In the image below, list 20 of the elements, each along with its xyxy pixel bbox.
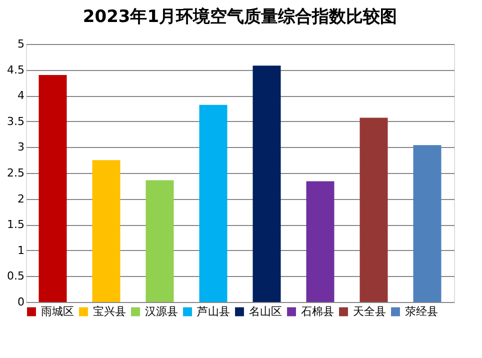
y-tick-label: 0.5 — [7, 270, 24, 283]
y-tick-label: 5 — [18, 38, 24, 50]
legend-label: 宝兴县 — [93, 304, 126, 318]
legend-label: 石棉县 — [301, 304, 334, 318]
chart-title: 2023年1月环境空气质量综合指数比较图 — [82, 7, 398, 27]
y-tick-label: 3 — [18, 140, 24, 154]
y-tick-label: 4.5 — [7, 63, 24, 76]
y-tick-label: 1.5 — [7, 218, 24, 232]
legend-label: 雨城区 — [41, 304, 74, 318]
y-tick-label: 1 — [18, 244, 24, 257]
legend-label: 天全县 — [353, 304, 386, 318]
y-tick-label: 2 — [18, 192, 24, 206]
y-tick-label: 3.5 — [7, 114, 24, 128]
y-tick-label: 2.5 — [7, 166, 24, 180]
legend-label: 名山区 — [249, 304, 282, 318]
legend-label: 荥经县 — [405, 304, 438, 318]
legend-label: 汉源县 — [145, 304, 178, 318]
y-tick-label: 0 — [18, 296, 24, 308]
y-tick-label: 4 — [18, 89, 24, 102]
legend-label: 芦山县 — [197, 304, 230, 318]
